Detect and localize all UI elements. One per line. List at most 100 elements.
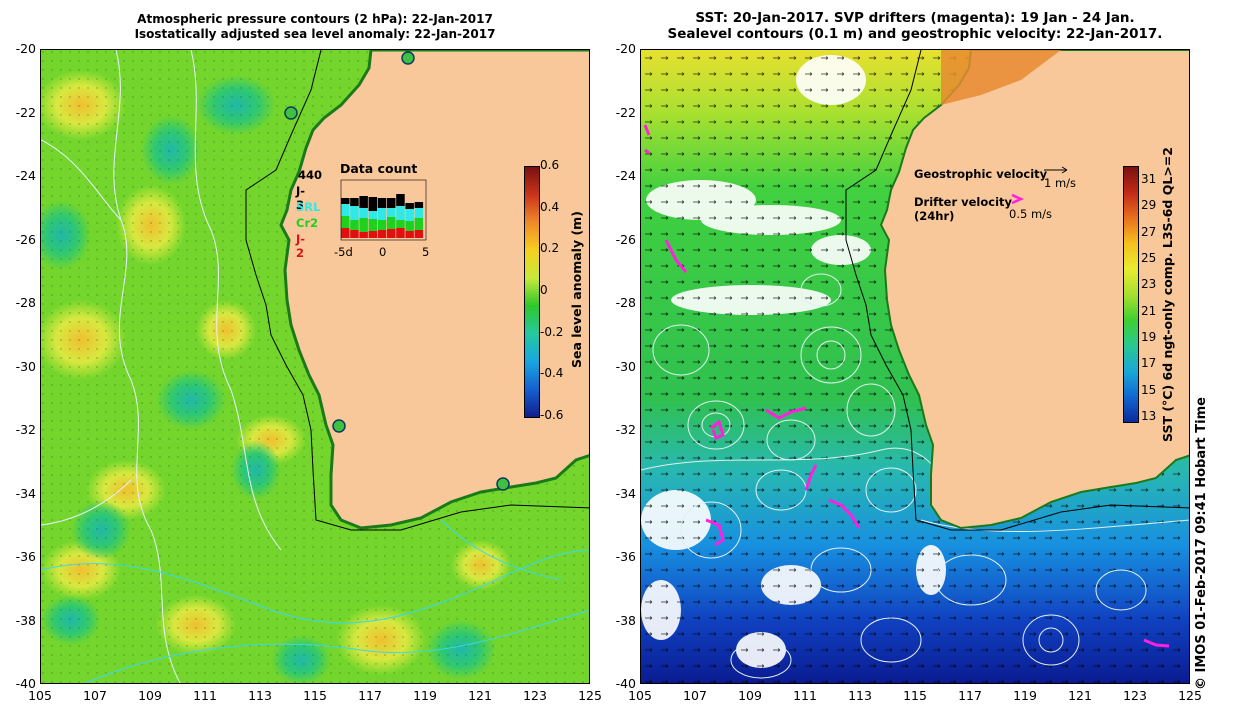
sea-level-anomaly-map bbox=[40, 49, 590, 684]
histogram-bar-segment bbox=[387, 198, 396, 208]
latitude-tick: -32 bbox=[15, 422, 36, 437]
longitude-tick: 125 bbox=[578, 688, 602, 703]
drifter-scale-label: 0.5 m/s bbox=[1009, 207, 1053, 221]
histogram-x-label-mid: 0 bbox=[379, 245, 387, 259]
longitude-tick: 115 bbox=[903, 688, 927, 703]
latitude-tick: -20 bbox=[615, 41, 636, 56]
latitude-tick: -36 bbox=[615, 549, 636, 564]
sea-level-map-graphic bbox=[41, 50, 589, 683]
shelf-contour bbox=[845, 50, 1189, 531]
land-kimberley-warm bbox=[941, 50, 1061, 105]
data-count-title: Data count bbox=[340, 161, 418, 176]
histogram-bar-segment bbox=[341, 228, 350, 238]
mission-legend-item: SRL bbox=[296, 200, 321, 214]
histogram-bar-segment bbox=[359, 196, 368, 208]
mission-legend-item: Cr2 bbox=[296, 216, 319, 230]
latitude-tick: -22 bbox=[615, 104, 636, 120]
histogram-bar-segment bbox=[396, 206, 405, 220]
colorbar-tick: 0.4 bbox=[540, 199, 560, 214]
latitude-tick: -28 bbox=[615, 295, 636, 310]
drifter-velocity-label: Drifter velocity bbox=[914, 195, 1013, 209]
latitude-tick: -40 bbox=[15, 676, 36, 691]
colorbar-tick: 13 bbox=[1141, 409, 1157, 423]
histogram-bar-segment bbox=[396, 220, 405, 228]
histogram-bar-segment bbox=[387, 229, 396, 238]
colorbar-tick: 19 bbox=[1141, 330, 1157, 344]
sst-map-graphic bbox=[641, 50, 1189, 683]
longitude-tick: 123 bbox=[1123, 688, 1147, 703]
right-title-line1: SST: 20-Jan-2017. SVP drifters (magenta)… bbox=[695, 10, 1135, 26]
tide-gauges bbox=[284, 51, 510, 491]
sea-level-colorbar-label: Sea level anomaly (m) bbox=[569, 211, 584, 368]
latitude-tick: -24 bbox=[15, 168, 36, 183]
colorbar-tick: 25 bbox=[1141, 251, 1157, 265]
histogram-bar-segment bbox=[350, 220, 359, 230]
svp-drifter-tracks bbox=[643, 124, 1170, 648]
latitude-tick: -38 bbox=[615, 612, 636, 628]
data-count-histogram bbox=[340, 179, 427, 241]
histogram-frame bbox=[340, 179, 427, 241]
colorbar-tick: -0.6 bbox=[540, 408, 564, 422]
latitude-tick: -20 bbox=[15, 41, 36, 56]
sea-level-colorbar bbox=[524, 166, 540, 418]
histogram-bar-segment bbox=[405, 231, 414, 238]
longitude-tick: 119 bbox=[1013, 688, 1037, 703]
left-title-line1: Atmospheric pressure contours (2 hPa): 2… bbox=[137, 12, 493, 26]
histogram-bar-segment bbox=[405, 221, 414, 231]
longitude-tick: 121 bbox=[468, 688, 492, 703]
longitude-tick: 125 bbox=[1178, 688, 1202, 703]
histogram-bar-segment bbox=[368, 219, 378, 231]
histogram-bar-segment bbox=[368, 197, 378, 211]
longitude-tick: 117 bbox=[358, 688, 382, 703]
right-panel-title: SST: 20-Jan-2017. SVP drifters (magenta)… bbox=[640, 10, 1190, 42]
sst-colorbar bbox=[1123, 166, 1139, 423]
geostrophic-velocity-label: Geostrophic velocity bbox=[914, 167, 1048, 181]
drifter-velocity-sub: (24hr) bbox=[914, 209, 955, 223]
land-western-australia bbox=[879, 50, 1189, 530]
data-count-total: 440 bbox=[298, 168, 323, 182]
latitude-tick: -24 bbox=[615, 168, 636, 183]
mission-legend-item: J-3 bbox=[296, 184, 306, 212]
histogram-bar-segment bbox=[359, 208, 368, 218]
longitude-tick: 117 bbox=[958, 688, 982, 703]
right-title-line2: Sealevel contours (0.1 m) and geostrophi… bbox=[667, 26, 1163, 42]
latitude-tick: -32 bbox=[615, 422, 636, 437]
latitude-tick: -34 bbox=[615, 485, 636, 501]
histogram-bar-segment bbox=[368, 231, 378, 238]
colorbar-tick: 21 bbox=[1141, 303, 1157, 318]
histogram-bar-segment bbox=[350, 198, 359, 206]
latitude-tick: -40 bbox=[615, 676, 636, 691]
longitude-tick: 113 bbox=[248, 688, 272, 703]
histogram-bar-segment bbox=[414, 218, 424, 230]
sst-map bbox=[640, 49, 1190, 684]
histogram-bar-segment bbox=[350, 206, 359, 220]
histogram-bar-segment bbox=[341, 204, 350, 216]
histogram-bar-segment bbox=[368, 211, 378, 219]
imos-credit: © IMOS 01-Feb-2017 09:41 Hobart Time bbox=[1194, 397, 1209, 690]
histogram-bar-segment bbox=[396, 228, 405, 238]
longitude-tick: 123 bbox=[523, 688, 547, 703]
colorbar-tick: 31 bbox=[1141, 172, 1157, 186]
pressure-contours bbox=[41, 50, 282, 683]
latitude-tick: -28 bbox=[15, 295, 36, 310]
histogram-bar-segment bbox=[414, 230, 424, 238]
left-title-line2: Isostatically adjusted sea level anomaly… bbox=[134, 27, 496, 41]
longitude-tick: 109 bbox=[738, 688, 762, 703]
longitude-tick: 107 bbox=[683, 688, 707, 703]
colorbar-tick: 27 bbox=[1141, 224, 1157, 239]
colorbar-tick: 23 bbox=[1141, 277, 1157, 292]
histogram-bar-segment bbox=[405, 209, 414, 221]
histogram-bar-segment bbox=[396, 194, 405, 206]
colorbar-tick: 29 bbox=[1141, 198, 1157, 213]
histogram-bar-segment bbox=[359, 232, 368, 238]
colorbar-tick: -0.4 bbox=[540, 366, 564, 381]
longitude-tick: 109 bbox=[138, 688, 162, 703]
land-western-australia bbox=[279, 50, 589, 530]
histogram-bar-segment bbox=[350, 230, 359, 238]
sst-colorbar-label: SST (°C) 6d ngt-only comp. L3S-6d QL>=2 bbox=[1160, 147, 1175, 442]
colorbar-tick: 15 bbox=[1141, 382, 1157, 397]
histogram-bar-segment bbox=[377, 220, 387, 230]
shelf-contour bbox=[245, 50, 589, 531]
histogram-bar-segment bbox=[341, 216, 350, 228]
histogram-x-label-start: -5d bbox=[334, 245, 353, 259]
